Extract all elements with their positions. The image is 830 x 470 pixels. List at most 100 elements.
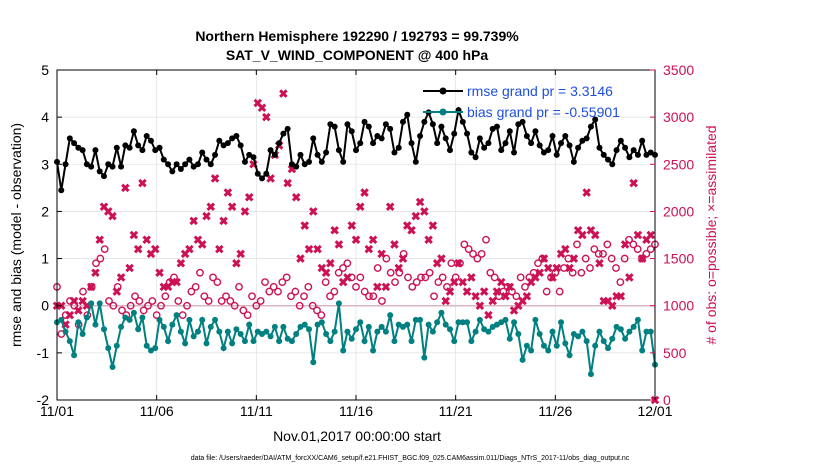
rmse-point (199, 149, 206, 156)
possible-obs-point (408, 282, 417, 291)
assimilated-obs-point (300, 221, 310, 230)
rmse-point (459, 118, 466, 125)
assimilated-obs-point (637, 254, 647, 263)
rmse-point (293, 163, 300, 170)
assimilated-obs-point (74, 306, 83, 315)
rmse-point (100, 173, 107, 180)
rmse-point (113, 144, 120, 151)
assimilated-obs-point (479, 287, 489, 296)
bias-series (54, 300, 658, 378)
bias-point (515, 331, 522, 337)
y-left-tick-label: 4 (41, 109, 49, 125)
possible-obs-point (560, 264, 568, 272)
assimilated-obs-point (313, 244, 322, 254)
bias-point (143, 342, 150, 349)
assimilated-obs-point (291, 193, 301, 202)
assimilated-obs-point (449, 277, 459, 287)
bias-point (626, 328, 633, 335)
assimilated-obs-point (283, 178, 292, 188)
bias-point (536, 331, 543, 337)
legend-label: rmse grand pr = 3.3146 (467, 83, 613, 99)
bias-point (100, 326, 107, 333)
possible-obs-point (300, 292, 308, 301)
rmse-point (71, 140, 78, 147)
bias-point (216, 328, 223, 335)
assimilated-obs-point (625, 273, 634, 282)
y-right-axis-label: # of obs: o=possible; ×=assimilated (703, 125, 719, 344)
possible-obs-point (274, 287, 282, 296)
rmse-point (79, 147, 86, 154)
bias-point (468, 338, 475, 345)
rmse-point (587, 123, 594, 130)
possible-obs-point (191, 282, 200, 291)
bias-point (446, 326, 453, 333)
assimilated-obs-point (522, 292, 532, 301)
y-right-axis-ticks: 0 500 1000 1500 2000 2500 3000 3500 (650, 62, 694, 408)
possible-obs-point (326, 292, 334, 301)
assimilated-obs-point (462, 287, 472, 296)
possible-obs-point (222, 292, 230, 301)
y-left-tick-label: -2 (37, 392, 50, 408)
assimilated-obs-point (539, 254, 549, 263)
rmse-point (212, 151, 219, 158)
rmse-point (194, 161, 201, 168)
possible-obs-point (629, 240, 638, 249)
y-left-tick-label: -1 (37, 345, 50, 361)
rmse-point (318, 158, 325, 165)
rmse-point (378, 135, 385, 142)
bias-point (126, 316, 133, 323)
rmse-point (506, 128, 513, 135)
bias-point (511, 319, 518, 326)
assimilated-obs-point (129, 230, 139, 240)
assimilated-obs-point (415, 197, 425, 207)
chart-title: Northern Hemisphere 192290 / 192793 = 99… (195, 28, 519, 44)
y-right-tick-label: 500 (663, 345, 687, 361)
possible-obs-point (417, 273, 425, 282)
rmse-point (532, 128, 539, 135)
bias-point (532, 316, 539, 323)
possible-obs-point (391, 278, 399, 287)
assimilated-obs-point (321, 268, 331, 277)
assimilated-obs-point (176, 259, 186, 268)
x-tick-label: 11/01 (40, 403, 74, 419)
possible-obs-point (248, 292, 256, 301)
possible-obs-point (607, 254, 616, 263)
rmse-point (558, 140, 565, 147)
bias-point (199, 316, 206, 323)
rmse-point (348, 128, 355, 135)
bias-point (442, 321, 449, 328)
bias-point (412, 316, 419, 323)
rmse-point (412, 158, 419, 165)
assimilated-obs-point (398, 254, 408, 263)
rmse-point (472, 154, 479, 161)
assimilated-obs-point (304, 244, 314, 254)
assimilated-obs-point (91, 268, 100, 277)
assimilated-obs-point (616, 292, 626, 301)
possible-obs-point (183, 301, 191, 310)
bias-point (156, 316, 163, 323)
assimilated-obs-series (52, 89, 660, 405)
assimilated-obs-point (172, 277, 181, 287)
possible-obs-point (308, 301, 317, 310)
y-right-tick-label: 2000 (663, 203, 694, 219)
rmse-point (408, 140, 415, 147)
bias-point (417, 316, 424, 323)
possible-obs-point (252, 301, 261, 310)
bias-point (182, 340, 189, 347)
rmse-point (62, 161, 69, 168)
rmse-point (306, 158, 313, 165)
rmse-point (130, 128, 137, 135)
rmse-point (502, 140, 509, 147)
assimilated-obs-point (116, 273, 126, 282)
legend-marker (439, 87, 447, 95)
rmse-point (421, 118, 428, 125)
assimilated-obs-point (232, 259, 241, 268)
possible-obs-point (243, 311, 252, 320)
possible-obs-point (516, 273, 525, 282)
possible-obs-point (477, 249, 486, 258)
bias-point (472, 328, 479, 335)
rmse-point (143, 133, 150, 139)
possible-obs-point (434, 278, 443, 287)
bias-point (229, 340, 236, 347)
bias-point (438, 309, 445, 316)
